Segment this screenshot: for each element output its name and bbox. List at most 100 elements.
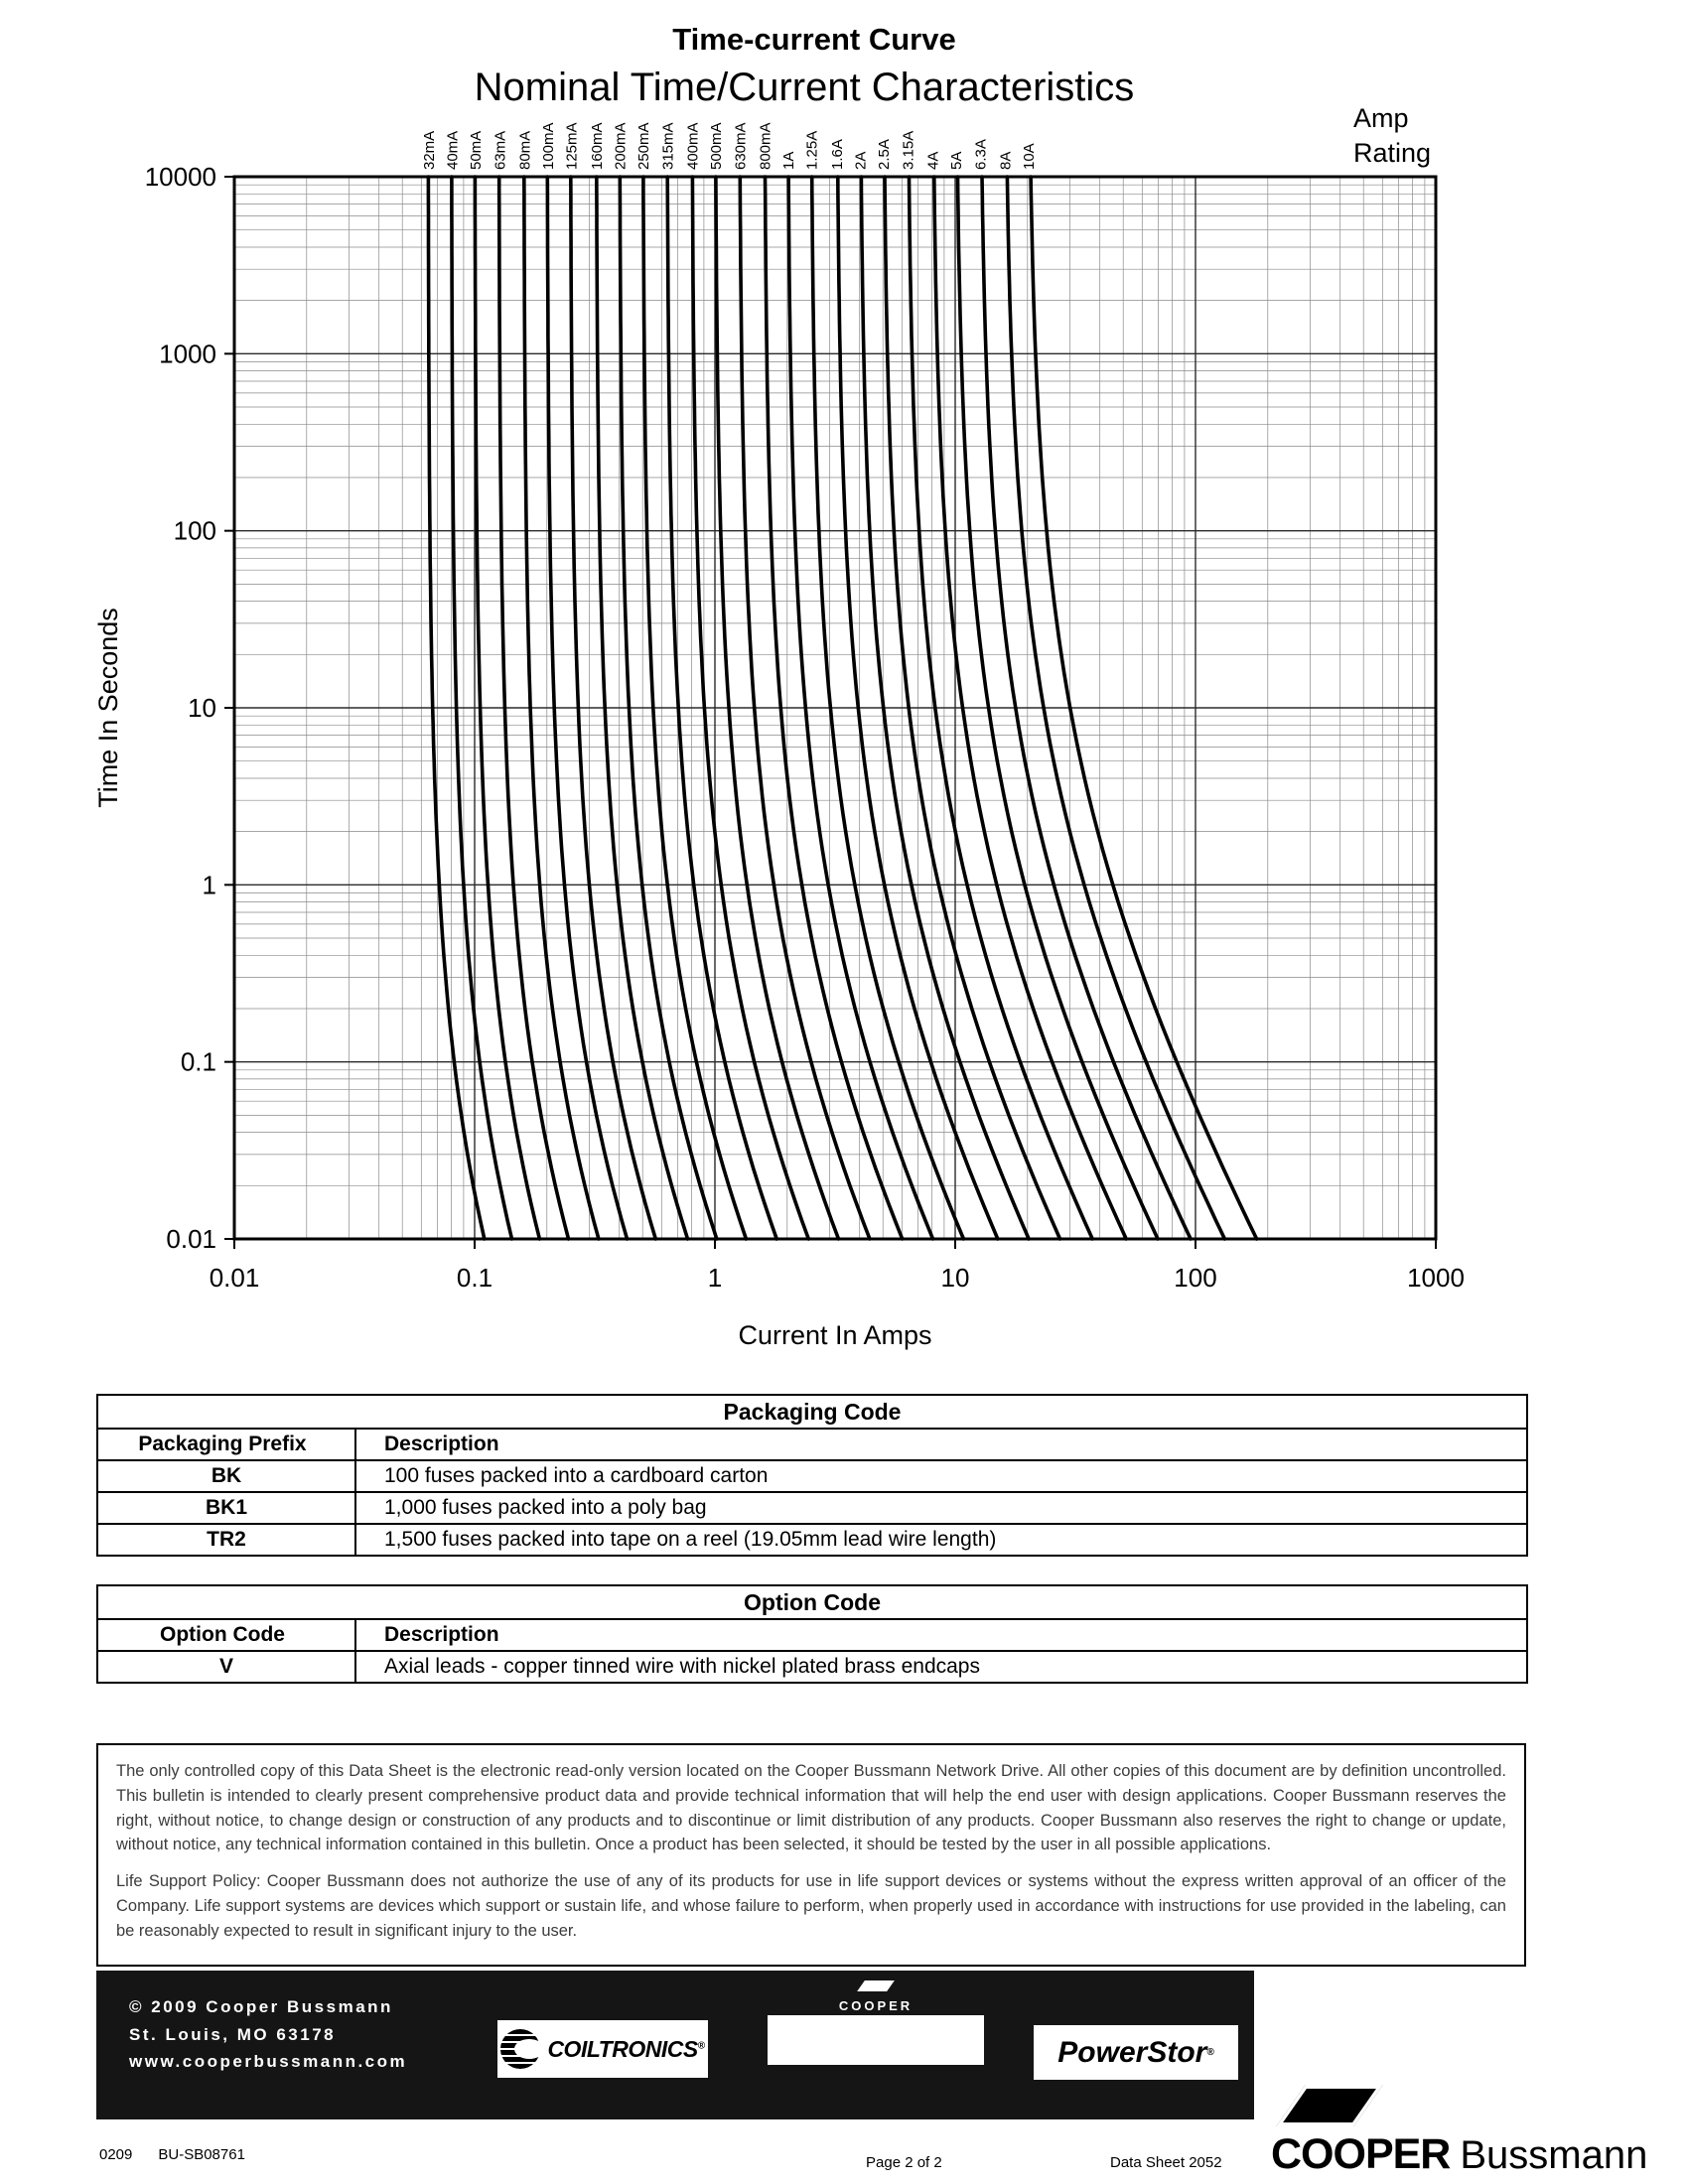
description-cell: 100 fuses packed into a cardboard carton xyxy=(354,1459,1528,1493)
x-axis-title: Current In Amps xyxy=(738,1320,931,1350)
description-cell: 1,000 fuses packed into a poly bag xyxy=(354,1491,1528,1525)
code-cell: V xyxy=(96,1650,356,1684)
fuse-curves xyxy=(426,175,1259,1241)
rating-label-100mA: 100mA xyxy=(540,122,557,170)
curve-1A xyxy=(786,175,935,1241)
x-tick-100: 100 xyxy=(1174,1263,1216,1293)
column-header: Description xyxy=(354,1428,1528,1461)
copyright-line-1: © 2009 Cooper Bussmann xyxy=(129,1997,393,2016)
curve-160mA xyxy=(595,175,690,1241)
code-cell: TR2 xyxy=(96,1523,356,1557)
rating-label-32mA: 32mA xyxy=(421,131,438,170)
curve-rating-labels: 32mA 40mA 50mA 63mA 80mA 100mA 125mA 160mA 200mA… xyxy=(421,122,1038,170)
amp-rating-line2: Rating xyxy=(1353,138,1432,169)
amp-rating-line1: Amp xyxy=(1353,103,1409,133)
rating-label-6.3A: 6.3A xyxy=(972,139,989,170)
x-tick-1: 1 xyxy=(708,1263,722,1293)
coiltronics-logo-text: COILTRONICS xyxy=(547,2035,698,2062)
description-cell: 1,500 fuses packed into tape on a reel (… xyxy=(354,1523,1528,1557)
disclaimer-box: The only controlled copy of this Data Sh… xyxy=(96,1743,1526,1968)
powerstor-logo: PowerStor ® xyxy=(1034,2025,1238,2080)
cooper-flag-icon xyxy=(1276,2085,1383,2126)
rating-label-800mA: 800mA xyxy=(757,122,774,170)
registered-mark-icon: ® xyxy=(697,2039,705,2051)
curve-63mA xyxy=(496,175,571,1241)
rating-label-80mA: 80mA xyxy=(516,131,533,170)
rating-label-50mA: 50mA xyxy=(468,131,485,170)
rating-label-400mA: 400mA xyxy=(685,122,702,170)
x-tick-0.1: 0.1 xyxy=(457,1263,492,1293)
curve-80mA xyxy=(522,175,601,1241)
curve-1.25A xyxy=(809,175,966,1241)
description-cell: Axial leads - copper tinned wire with ni… xyxy=(353,1650,1529,1684)
rating-label-8A: 8A xyxy=(997,152,1014,170)
amp-rating-label: Amp Rating xyxy=(1353,101,1431,171)
table-title: Option Code xyxy=(95,1584,1529,1620)
rating-label-160mA: 160mA xyxy=(589,122,606,170)
datasheet-number: Data Sheet 2052 xyxy=(1110,2154,1222,2171)
y-tick-100: 100 xyxy=(174,516,216,546)
packaging-code-table: Packaging Code Packaging Prefix Descriptio… xyxy=(96,1394,1528,1557)
table-title: Packaging Code xyxy=(96,1394,1528,1430)
rating-label-4A: 4A xyxy=(925,152,942,170)
column-header: Description xyxy=(353,1618,1529,1652)
page-subtitle: Time-current Curve xyxy=(672,22,956,57)
curve-6.3A xyxy=(980,175,1193,1241)
curve-315mA xyxy=(665,175,778,1241)
curve-50mA xyxy=(473,175,542,1241)
rating-label-1A: 1A xyxy=(780,152,797,170)
rating-label-315mA: 315mA xyxy=(659,122,676,170)
cooper-brand-text: COOPER xyxy=(1271,2130,1451,2178)
curve-10A xyxy=(1029,175,1259,1241)
disclaimer-paragraph-2: Life Support Policy: Cooper Bussmann doe… xyxy=(116,1872,1506,1940)
footer-copyright: © 2009 Cooper Bussmann St. Louis, MO 631… xyxy=(129,1993,407,2076)
rating-label-125mA: 125mA xyxy=(563,122,580,170)
footer-bar: © 2009 Cooper Bussmann St. Louis, MO 631… xyxy=(96,1971,1254,2119)
column-header: Option Code xyxy=(96,1618,356,1652)
axis-ticks-labels: 0.01 0.1 1 10 100 1000 10000 1000 100 10 1 0.1 0.01 xyxy=(145,162,1465,1293)
y-tick-10: 10 xyxy=(188,693,216,723)
x-tick-10: 10 xyxy=(941,1263,970,1293)
chart-grid xyxy=(234,177,1436,1239)
curve-250mA xyxy=(641,175,749,1241)
rating-label-500mA: 500mA xyxy=(708,122,725,170)
document-codes: 0209 BU-SB08761 xyxy=(99,2146,271,2163)
registered-mark-icon: ® xyxy=(948,2034,956,2046)
y-tick-10000: 10000 xyxy=(145,162,216,192)
rating-label-250mA: 250mA xyxy=(635,122,652,170)
disclaimer-paragraph-1: The only controlled copy of this Data Sh… xyxy=(116,1762,1506,1854)
bussmann-brand-text: Bussmann xyxy=(1460,2133,1648,2177)
option-code-table-wrap: Option Code Option Code Description V Axial … xyxy=(95,1584,1529,1684)
rating-label-40mA: 40mA xyxy=(445,131,462,170)
curve-2A xyxy=(859,175,1031,1241)
coiltronics-logo: COILTRONICS® xyxy=(497,2020,708,2078)
y-tick-0.1: 0.1 xyxy=(181,1047,216,1077)
code-cell: BK xyxy=(96,1459,356,1493)
curve-400mA xyxy=(690,175,811,1241)
rating-label-1.6A: 1.6A xyxy=(829,139,846,170)
rating-label-2A: 2A xyxy=(853,152,870,170)
copyright-line-2: St. Louis, MO 63178 xyxy=(129,2024,337,2044)
cooper-flag-icon-small xyxy=(857,1980,895,1991)
y-tick-1000: 1000 xyxy=(159,339,216,368)
curve-1.6A xyxy=(836,175,1000,1241)
rating-label-3.15A: 3.15A xyxy=(900,131,916,170)
curve-800mA xyxy=(763,175,905,1241)
rating-label-630mA: 630mA xyxy=(732,122,749,170)
rating-label-10A: 10A xyxy=(1021,143,1038,170)
curve-200mA xyxy=(618,175,719,1241)
powerstor-logo-text: PowerStor xyxy=(1057,2035,1207,2069)
date-code: 0209 xyxy=(99,2146,133,2163)
column-header: Packaging Prefix xyxy=(96,1428,356,1461)
curve-100mA xyxy=(545,175,630,1241)
page-number: Page 2 of 2 xyxy=(866,2154,942,2171)
curve-40mA xyxy=(450,175,514,1241)
curve-5A xyxy=(955,175,1160,1241)
y-tick-1: 1 xyxy=(203,870,216,899)
copyright-line-3: www.cooperbussmann.com xyxy=(129,2052,408,2072)
doc-code: BU-SB08761 xyxy=(158,2146,245,2163)
cooper-bussmann-logo: COOPER Bussmann xyxy=(1271,2130,1647,2179)
page-title: Nominal Time/Current Characteristics xyxy=(474,66,1135,109)
rating-label-5A: 5A xyxy=(948,152,965,170)
